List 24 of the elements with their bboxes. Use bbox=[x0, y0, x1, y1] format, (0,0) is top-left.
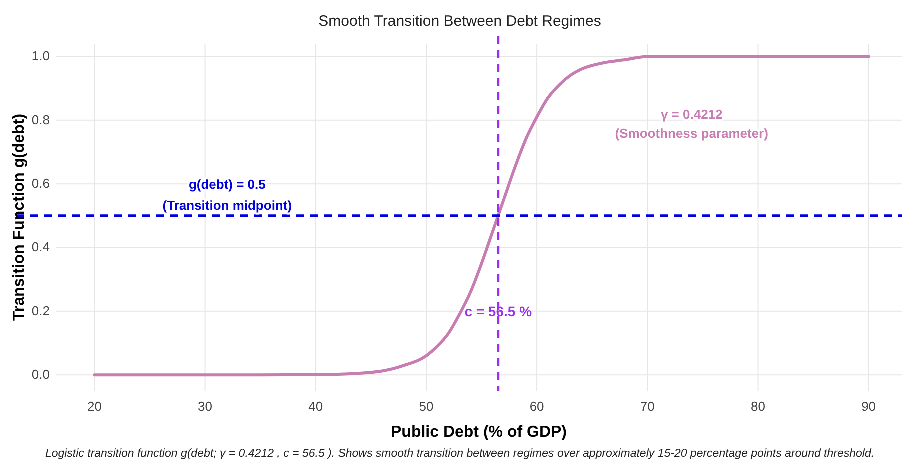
y-tick-label: 0.6 bbox=[32, 176, 50, 192]
y-tick-label: 0.4 bbox=[32, 240, 50, 255]
x-tick-label: 70 bbox=[640, 399, 655, 414]
y-tick-label: 0.8 bbox=[32, 112, 50, 128]
annotation: (Transition midpoint) bbox=[162, 198, 292, 213]
y-axis-title: Transition Function g(debt) bbox=[11, 114, 28, 322]
line-series bbox=[93, 55, 870, 377]
y-tick-label: 0.0 bbox=[32, 367, 50, 382]
y-tick-label: 1.0 bbox=[32, 48, 50, 64]
x-tick-label: 30 bbox=[198, 399, 213, 414]
ref-line-label: c = 56.5 % bbox=[464, 303, 533, 320]
x-tick-label: 90 bbox=[862, 399, 876, 414]
x-tick-label: 80 bbox=[751, 399, 766, 414]
y-tick-label: 0.2 bbox=[32, 303, 50, 318]
chart-title: Smooth Transition Between Debt Regimes bbox=[318, 13, 602, 30]
x-axis-title: Public Debt (% of GDP) bbox=[391, 424, 567, 441]
text: Logistic transition function g(debt; γ = 0.4212 , c = 56.5 ). Shows smooth transition between regimes over approximately 15-20 percentage points around threshold. bbox=[45, 448, 875, 460]
annotation: g(debt) = 0.5 bbox=[188, 177, 266, 192]
x-tick-label: 20 bbox=[87, 399, 102, 414]
x-tick-label: 40 bbox=[308, 399, 324, 414]
annotation: (Smoothness parameter) bbox=[615, 126, 768, 142]
x-tick-label: 50 bbox=[419, 399, 434, 414]
x-tick-label: 60 bbox=[530, 399, 544, 414]
annotation: γ = 0.4212 bbox=[660, 107, 723, 122]
